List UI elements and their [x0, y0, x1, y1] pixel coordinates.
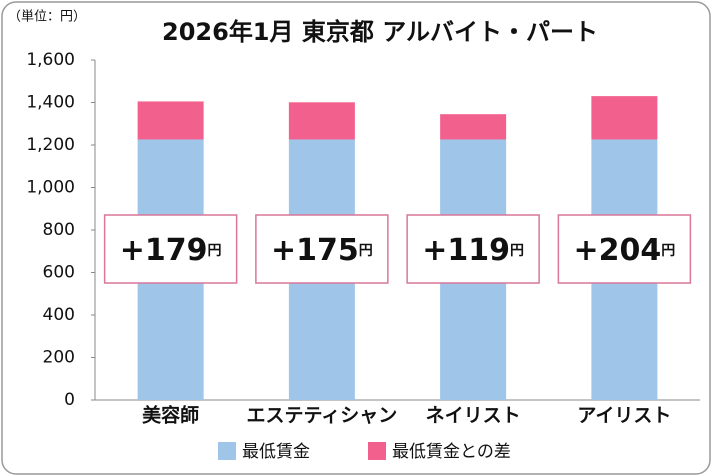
- x-tick-label: ネイリスト: [426, 405, 521, 427]
- data-label-value: +179: [120, 233, 208, 268]
- data-label-value: +119: [422, 233, 510, 268]
- y-tick-label: 400: [43, 305, 75, 325]
- y-tick-label: 1,600: [26, 50, 75, 70]
- data-label-unit: 円: [510, 243, 524, 259]
- label-box: [103, 214, 238, 284]
- data-label: +179円: [120, 233, 222, 268]
- data-label-unit: 円: [359, 243, 373, 259]
- y-tick-label: 1,400: [26, 93, 75, 113]
- legend-swatch: [218, 442, 236, 460]
- data-label-value: +204: [573, 233, 661, 268]
- legend-label: 最低賃金: [242, 442, 310, 462]
- x-tick-label: エステティシャン: [246, 405, 397, 427]
- bar-segment: [137, 101, 204, 140]
- data-label: +175円: [271, 233, 373, 268]
- bar-segment: [440, 114, 507, 140]
- data-label: +204円: [573, 233, 675, 268]
- legend-label: 最低賃金との差: [392, 442, 511, 462]
- y-tick-label: 1,000: [26, 178, 75, 198]
- data-label-unit: 円: [208, 243, 222, 259]
- legend-swatch: [368, 442, 386, 460]
- label-box: [406, 214, 540, 284]
- y-tick-label: 600: [43, 263, 75, 283]
- y-tick-label: 200: [43, 348, 75, 368]
- y-tick-label: 800: [43, 220, 75, 240]
- bar-segment: [288, 102, 355, 140]
- unit-note: （単位：円）: [8, 9, 86, 25]
- chart-title: 2026年1月 東京都 アルバイト・パート: [162, 18, 598, 46]
- label-box: [255, 214, 389, 284]
- data-label-value: +175: [271, 233, 359, 268]
- bar-segment: [591, 96, 658, 140]
- x-tick-label: アイリスト: [577, 405, 671, 427]
- y-tick-label: 0: [64, 390, 75, 410]
- y-tick-label: 1,200: [26, 135, 75, 155]
- data-label-unit: 円: [661, 243, 675, 259]
- label-box: [557, 214, 692, 284]
- data-label: +119円: [422, 233, 524, 268]
- x-tick-label: 美容師: [142, 404, 199, 427]
